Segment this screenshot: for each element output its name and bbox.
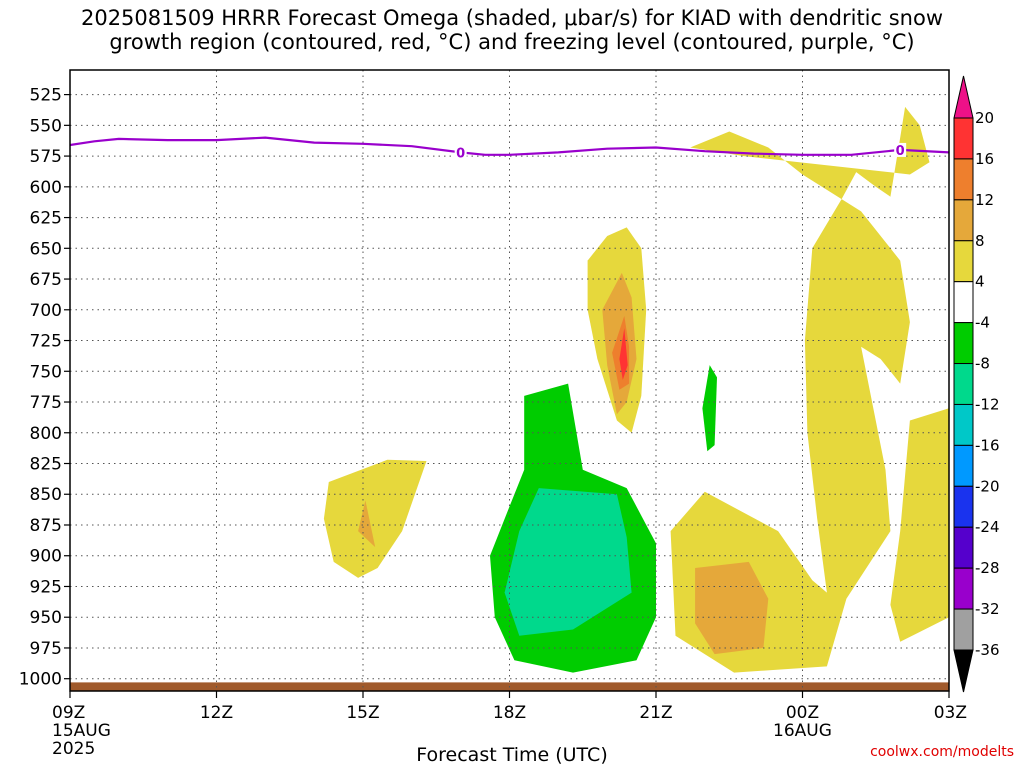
y-tick-label-850: 850 xyxy=(30,485,62,505)
y-tick-label-925: 925 xyxy=(30,577,62,597)
colorbar-label-3: 8 xyxy=(975,232,985,250)
colorbar-label-10: -24 xyxy=(975,518,1000,536)
source-watermark: coolwx.com/modelts xyxy=(870,744,1014,760)
colorbar-label-9: -20 xyxy=(975,477,1000,495)
x-tick-label-03Z: 03Z xyxy=(934,703,967,723)
omega-region-8 xyxy=(695,561,769,655)
colorbar-bottom-arrow xyxy=(953,649,974,693)
y-tick-label-825: 825 xyxy=(30,455,62,475)
y-tick-label-775: 775 xyxy=(30,393,62,413)
freezing-level-line xyxy=(70,136,949,156)
colorbar-band-10 xyxy=(953,526,974,569)
colorbar-band-5 xyxy=(953,322,974,365)
freezing-level-label-0: 0 xyxy=(456,146,465,161)
colorbar-band-0 xyxy=(953,117,974,160)
colorbar-label-4: 4 xyxy=(975,273,985,291)
x-tick-label-21Z: 21Z xyxy=(639,703,672,723)
colorbar-label-2: 12 xyxy=(975,191,994,209)
y-tick-label-575: 575 xyxy=(30,147,62,167)
colorbar-band-8 xyxy=(953,444,974,487)
y-tick-label-800: 800 xyxy=(30,424,62,444)
colorbar-band-6 xyxy=(953,363,974,405)
y-tick-label-600: 600 xyxy=(30,178,62,198)
freezing-level-label-1: 0 xyxy=(896,144,905,159)
y-tick-label-650: 650 xyxy=(30,239,62,259)
colorbar-label-12: -32 xyxy=(975,600,1000,618)
y-tick-label-950: 950 xyxy=(30,608,62,628)
x-tick-date-00Z: 16AUG xyxy=(773,721,832,741)
colorbar-band-1 xyxy=(953,158,974,201)
y-tick-label-750: 750 xyxy=(30,362,62,382)
omega-region-7 xyxy=(890,408,949,642)
x-tick-year-09Z: 2025 xyxy=(52,739,95,759)
colorbar-band-12 xyxy=(953,608,974,651)
y-tick-label-900: 900 xyxy=(30,547,62,567)
omega-region-0 xyxy=(323,459,427,578)
y-tick-label-1000: 1000 xyxy=(19,670,62,690)
y-tick-label-725: 725 xyxy=(30,332,62,352)
x-tick-label-09Z: 09Z xyxy=(52,703,85,723)
chart-title: 2025081509 HRRR Forecast Omega (shaded, … xyxy=(80,6,944,54)
y-tick-label-625: 625 xyxy=(30,209,62,229)
freezing-label-bg-0 xyxy=(454,145,467,160)
y-tick-label-525: 525 xyxy=(30,86,62,106)
colorbar-band-2 xyxy=(953,199,974,242)
y-tick-label-875: 875 xyxy=(30,516,62,536)
colorbar-top-arrow xyxy=(953,75,974,119)
x-tick-label-00Z: 00Z xyxy=(786,703,819,723)
colorbar-band-4 xyxy=(953,281,974,324)
y-axis: 525 550 575 600 625 650 675 700 725 750 775 800 825 8… xyxy=(19,86,70,690)
colorbar-label-7: -12 xyxy=(975,395,1000,413)
colorbar-band-9 xyxy=(953,485,974,528)
x-tick-label-12Z: 12Z xyxy=(200,703,233,723)
colorbar-label-1: 16 xyxy=(975,150,994,168)
colorbar-label-0: 20 xyxy=(975,109,994,127)
colorbar-label-13: -36 xyxy=(975,641,1000,659)
x-tick-date-09Z: 15AUG xyxy=(52,721,111,741)
omega-region-1 xyxy=(358,500,376,548)
colorbar: 20 16 12 8 4 -4 -8 -12 -16 -20 -24 -28 -32 -36 xyxy=(953,75,1000,693)
y-tick-label-675: 675 xyxy=(30,270,62,290)
omega-region-10 xyxy=(504,488,632,636)
x-axis-label: Forecast Time (UTC) xyxy=(416,744,608,766)
colorbar-label-5: -4 xyxy=(975,314,990,332)
y-tick-label-550: 550 xyxy=(30,116,62,136)
omega-shading-layer xyxy=(70,106,949,691)
colorbar-band-11 xyxy=(953,567,974,610)
y-tick-label-700: 700 xyxy=(30,301,62,321)
colorbar-label-8: -16 xyxy=(975,436,1000,454)
colorbar-band-3 xyxy=(953,240,974,283)
y-tick-label-975: 975 xyxy=(30,639,62,659)
omega-region-5 xyxy=(619,328,628,380)
x-tick-label-18Z: 18Z xyxy=(493,703,526,723)
colorbar-label-11: -28 xyxy=(975,559,1000,577)
freezing-label-bg-1 xyxy=(894,142,907,157)
colorbar-band-7 xyxy=(953,403,974,446)
omega-region-11 xyxy=(702,365,717,452)
colorbar-label-6: -8 xyxy=(975,355,990,373)
omega-region-6 xyxy=(670,106,930,673)
x-tick-label-15Z: 15Z xyxy=(346,703,379,723)
grid-layer xyxy=(70,70,949,691)
